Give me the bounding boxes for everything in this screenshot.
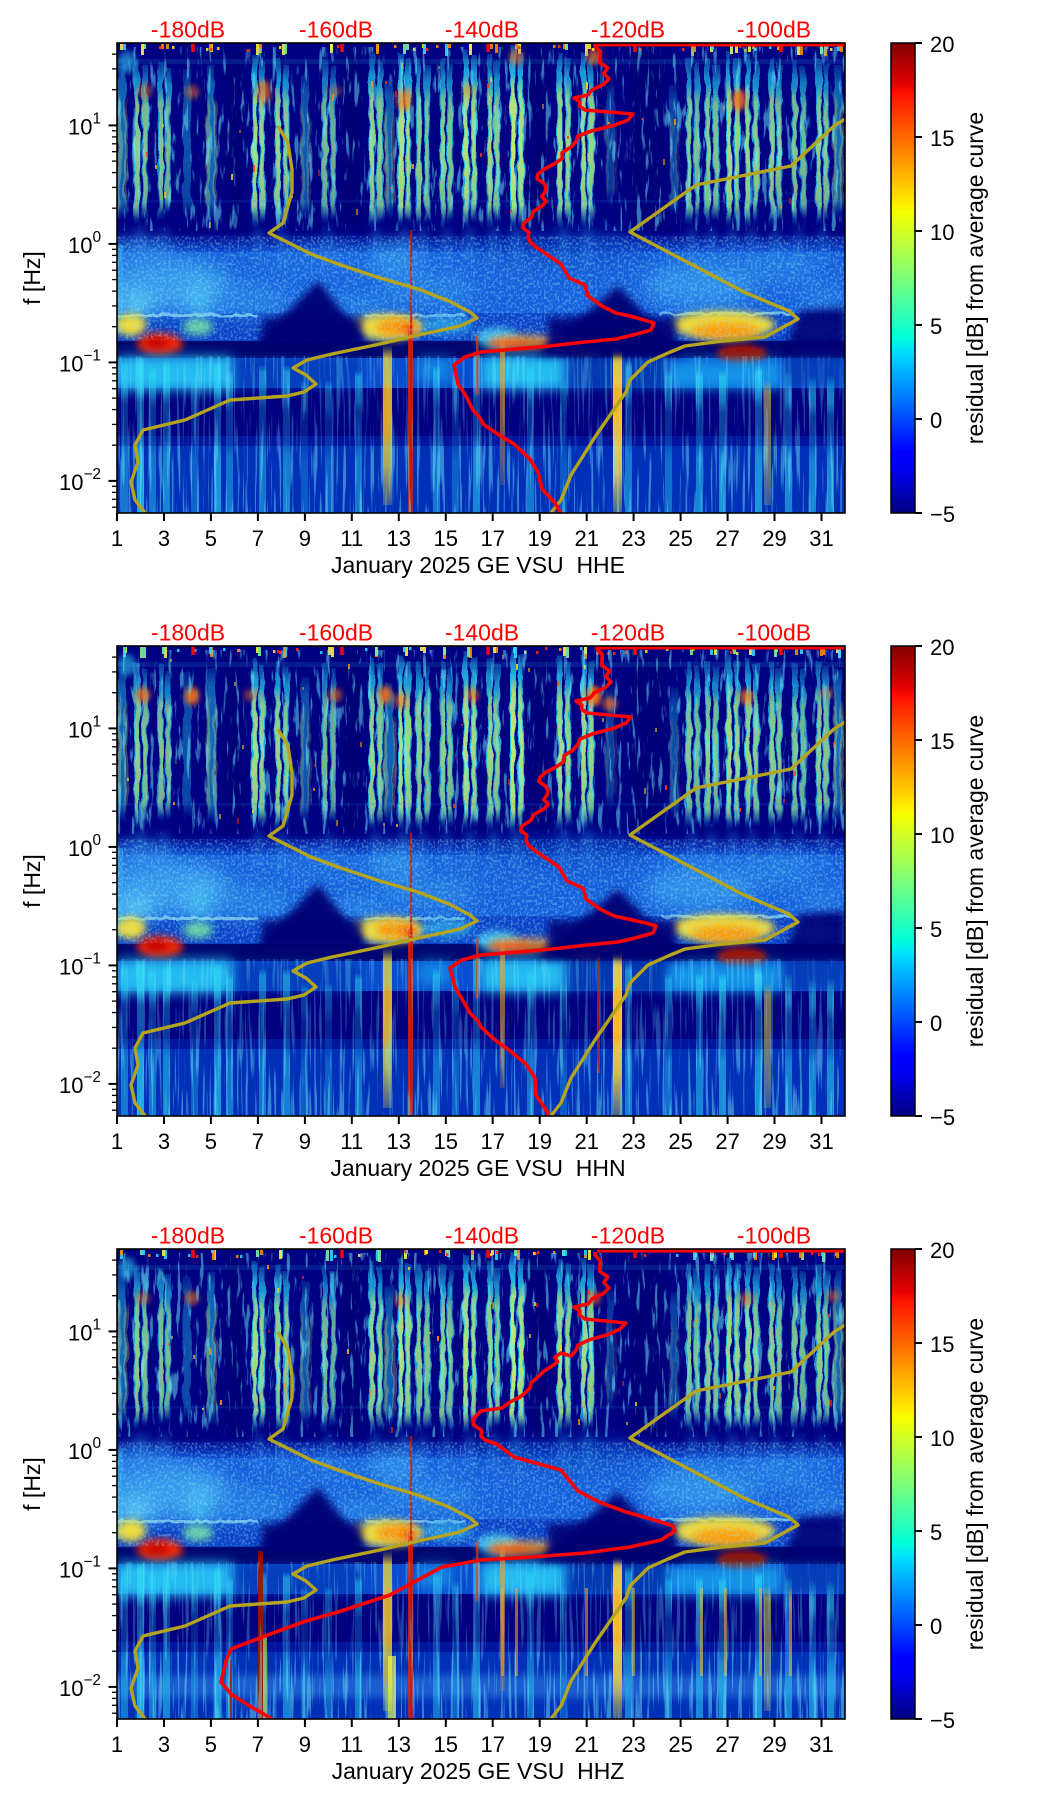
svg-text:f [Hz]: f [Hz] [19, 1457, 45, 1511]
svg-text:5: 5 [930, 917, 942, 942]
svg-text:15: 15 [434, 1129, 458, 1154]
svg-text:15: 15 [434, 1732, 458, 1757]
svg-text:23: 23 [621, 1732, 645, 1757]
svg-text:5: 5 [930, 1520, 942, 1545]
svg-text:-120dB: -120dB [591, 1223, 665, 1249]
svg-text:f [Hz]: f [Hz] [19, 854, 45, 908]
svg-text:residual [dB] from average cur: residual [dB] from average curve [962, 715, 988, 1047]
svg-text:9: 9 [299, 1129, 311, 1154]
svg-text:20: 20 [930, 1238, 954, 1263]
svg-text:-140dB: -140dB [445, 17, 519, 43]
svg-text:-140dB: -140dB [445, 1223, 519, 1249]
svg-text:10−1: 10−1 [59, 950, 101, 979]
svg-text:13: 13 [387, 526, 411, 551]
svg-text:-180dB: -180dB [151, 17, 225, 43]
svg-text:15: 15 [930, 126, 954, 151]
svg-text:3: 3 [158, 1129, 170, 1154]
svg-text:-120dB: -120dB [591, 17, 665, 43]
svg-text:-160dB: -160dB [299, 17, 373, 43]
svg-text:25: 25 [668, 1732, 692, 1757]
svg-text:10: 10 [930, 823, 954, 848]
svg-text:−5: −5 [930, 1708, 955, 1733]
svg-text:17: 17 [480, 1129, 504, 1154]
svg-text:20: 20 [930, 32, 954, 57]
svg-text:9: 9 [299, 526, 311, 551]
svg-text:1: 1 [111, 1129, 123, 1154]
svg-text:residual [dB] from average cur: residual [dB] from average curve [962, 1318, 988, 1650]
svg-text:19: 19 [527, 526, 551, 551]
svg-text:13: 13 [387, 1129, 411, 1154]
svg-text:17: 17 [480, 1732, 504, 1757]
svg-text:0: 0 [930, 408, 942, 433]
svg-text:21: 21 [574, 1732, 598, 1757]
svg-text:3: 3 [158, 526, 170, 551]
svg-text:7: 7 [252, 1129, 264, 1154]
svg-text:January 2025 GE VSU HHZ: January 2025 GE VSU HHZ [332, 1758, 625, 1784]
svg-text:17: 17 [480, 526, 504, 551]
svg-text:1: 1 [111, 526, 123, 551]
svg-text:29: 29 [762, 1129, 786, 1154]
svg-text:21: 21 [574, 526, 598, 551]
svg-text:1: 1 [111, 1732, 123, 1757]
svg-text:January 2025 GE VSU HHE: January 2025 GE VSU HHE [331, 552, 625, 578]
svg-text:23: 23 [621, 526, 645, 551]
svg-text:7: 7 [252, 1732, 264, 1757]
svg-text:21: 21 [574, 1129, 598, 1154]
svg-text:15: 15 [930, 1332, 954, 1357]
svg-text:-180dB: -180dB [151, 1223, 225, 1249]
svg-text:25: 25 [668, 526, 692, 551]
svg-text:-160dB: -160dB [299, 1223, 373, 1249]
svg-text:-180dB: -180dB [151, 620, 225, 646]
svg-text:15: 15 [930, 729, 954, 754]
svg-text:-100dB: -100dB [737, 620, 811, 646]
svg-text:20: 20 [930, 635, 954, 660]
svg-text:27: 27 [715, 1129, 739, 1154]
svg-text:9: 9 [299, 1732, 311, 1757]
svg-text:3: 3 [158, 1732, 170, 1757]
svg-text:29: 29 [762, 1732, 786, 1757]
svg-text:31: 31 [809, 526, 833, 551]
svg-text:27: 27 [715, 526, 739, 551]
svg-text:5: 5 [930, 314, 942, 339]
svg-text:0: 0 [930, 1614, 942, 1639]
svg-text:-100dB: -100dB [737, 17, 811, 43]
svg-text:−5: −5 [930, 1105, 955, 1130]
svg-text:0: 0 [930, 1011, 942, 1036]
svg-text:29: 29 [762, 526, 786, 551]
svg-text:23: 23 [621, 1129, 645, 1154]
svg-text:19: 19 [527, 1129, 551, 1154]
svg-text:5: 5 [205, 1732, 217, 1757]
svg-text:-120dB: -120dB [591, 620, 665, 646]
svg-text:5: 5 [205, 526, 217, 551]
svg-text:f [Hz]: f [Hz] [19, 251, 45, 305]
svg-text:-140dB: -140dB [445, 620, 519, 646]
svg-text:5: 5 [205, 1129, 217, 1154]
svg-text:13: 13 [387, 1732, 411, 1757]
svg-text:residual [dB] from average cur: residual [dB] from average curve [962, 112, 988, 444]
svg-text:27: 27 [715, 1732, 739, 1757]
svg-text:January 2025 GE VSU HHN: January 2025 GE VSU HHN [330, 1155, 625, 1181]
svg-text:-100dB: -100dB [737, 1223, 811, 1249]
svg-text:11: 11 [340, 1129, 363, 1154]
svg-text:15: 15 [434, 526, 458, 551]
svg-text:31: 31 [809, 1732, 833, 1757]
svg-text:25: 25 [668, 1129, 692, 1154]
svg-text:11: 11 [340, 1732, 363, 1757]
svg-text:31: 31 [809, 1129, 833, 1154]
svg-text:10: 10 [930, 1426, 954, 1451]
svg-text:11: 11 [340, 526, 363, 551]
svg-text:-160dB: -160dB [299, 620, 373, 646]
svg-text:19: 19 [527, 1732, 551, 1757]
svg-text:−5: −5 [930, 502, 955, 527]
svg-text:10: 10 [930, 220, 954, 245]
svg-text:7: 7 [252, 526, 264, 551]
